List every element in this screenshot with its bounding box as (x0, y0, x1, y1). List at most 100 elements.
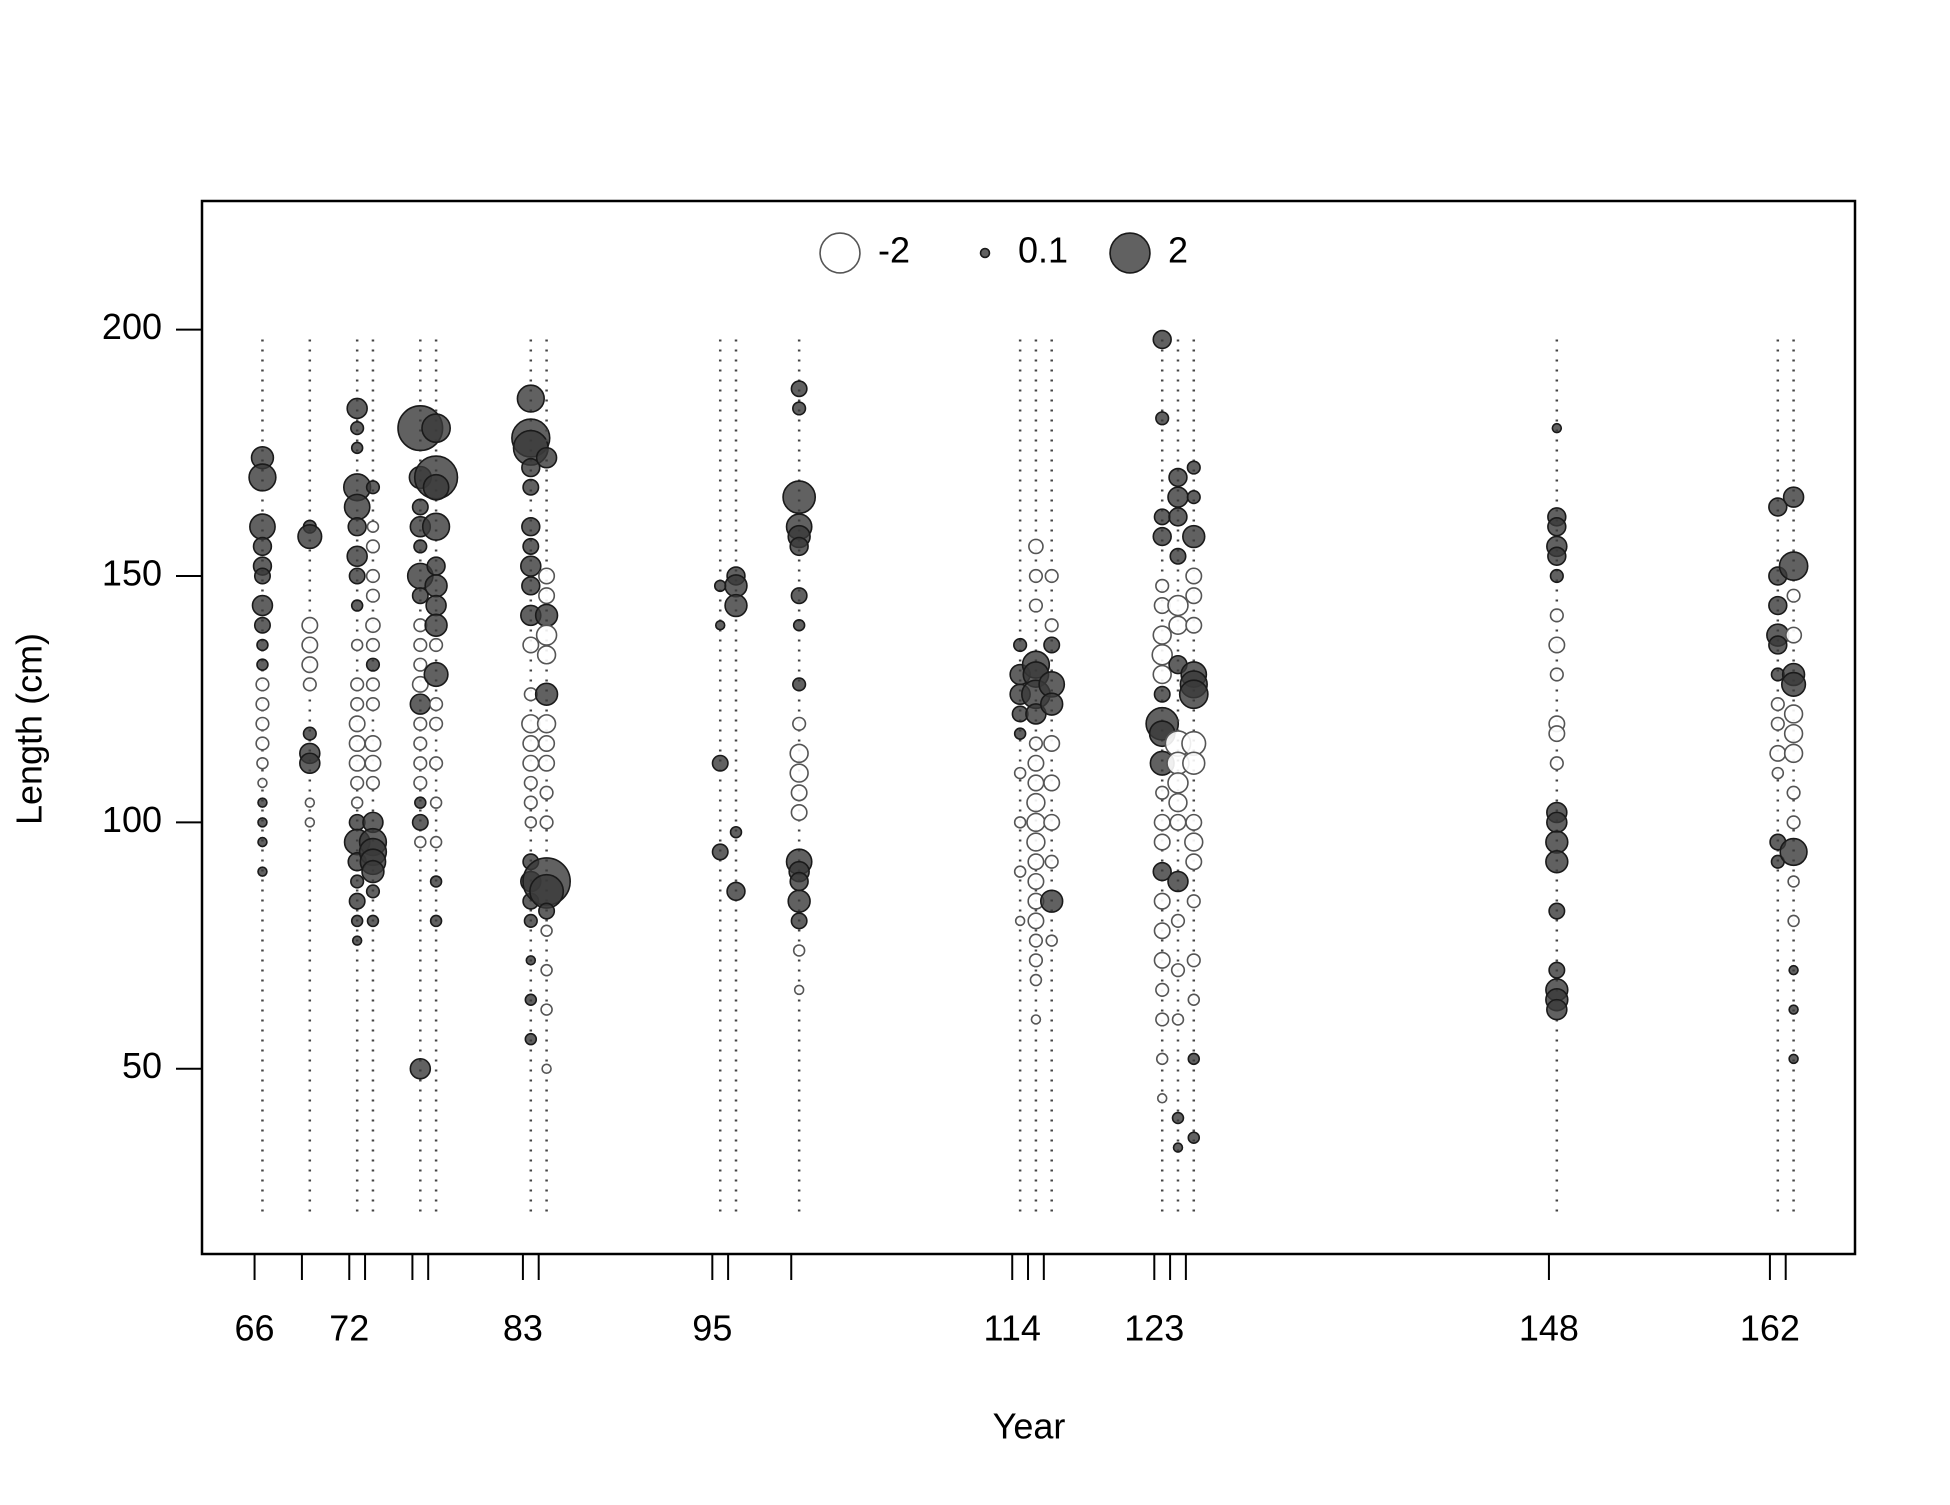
residual-bubble (1182, 751, 1206, 775)
y-tick-label: 150 (102, 552, 162, 593)
residual-bubble (524, 816, 538, 829)
residual-bubble (792, 401, 807, 416)
residual-bubble (1153, 951, 1171, 969)
residual-bubble (1169, 547, 1187, 565)
residual-bubble (1783, 704, 1804, 724)
residual-bubble (1153, 833, 1171, 851)
residual-bubble (365, 657, 381, 672)
residual-bubble (726, 881, 746, 902)
residual-bubble (413, 775, 428, 791)
residual-bubble (302, 726, 317, 741)
residual-bubble (1782, 486, 1805, 508)
residual-bubble (1779, 837, 1808, 867)
residual-bubble (366, 914, 380, 928)
residual-bubble (535, 446, 558, 469)
residual-bubble (1013, 766, 1027, 780)
residual-bubble (1045, 934, 1058, 947)
residual-bubble (366, 520, 380, 533)
residual-bubble (299, 752, 321, 774)
residual-bubble (1028, 538, 1044, 555)
residual-bubble (1026, 792, 1046, 813)
residual-bubble (1548, 725, 1566, 743)
residual-bubble (1547, 516, 1567, 537)
legend-label: -2 (878, 230, 910, 271)
residual-bubble (414, 835, 427, 849)
residual-bubble (347, 516, 367, 537)
residual-bubble (1168, 507, 1188, 527)
residual-bubble (413, 736, 428, 751)
residual-bubble (1153, 892, 1171, 910)
residual-bubble (541, 1063, 552, 1074)
residual-bubble (1044, 618, 1059, 633)
x-tick-label: 162 (1740, 1308, 1800, 1349)
residual-bubble (413, 716, 428, 731)
residual-bubble (1186, 460, 1201, 475)
residual-bubble (1167, 486, 1189, 508)
residual-bubble (1549, 756, 1564, 771)
residual-bubble (1028, 933, 1044, 948)
residual-bubble (1027, 872, 1045, 891)
residual-bubble (790, 912, 808, 930)
residual-bubble (1187, 993, 1201, 1007)
residual-bubble (1184, 832, 1204, 852)
residual-bubble (540, 963, 553, 977)
residual-bubble (302, 677, 317, 692)
residual-bubble (257, 797, 268, 808)
residual-bubble (790, 803, 808, 822)
residual-bubble (256, 756, 269, 770)
residual-bubble (539, 785, 554, 800)
residual-bubble (1043, 813, 1061, 831)
residual-bubble (297, 523, 323, 550)
residual-bubble (1013, 816, 1027, 829)
residual-bubble (1787, 875, 1800, 888)
residual-bubble (522, 478, 540, 496)
residual-bubble (257, 777, 268, 789)
residual-bubble (1768, 635, 1788, 655)
residual-bubble (365, 696, 381, 712)
residual-bubble (365, 568, 381, 584)
residual-bubble (1029, 973, 1043, 987)
residual-bubble (365, 884, 381, 899)
residual-bubble (792, 677, 807, 692)
legend-symbol (819, 232, 861, 274)
y-tick-label: 100 (102, 799, 162, 840)
residual-bubble (424, 613, 448, 637)
residual-bubble (350, 441, 364, 455)
residual-bubble (1167, 870, 1189, 893)
residual-bubble (421, 512, 451, 541)
residual-bubble (364, 754, 382, 772)
x-axis-label: Year (993, 1406, 1066, 1447)
residual-bubble (1787, 914, 1800, 928)
residual-bubble (1548, 961, 1566, 979)
residual-bubble (1028, 568, 1044, 584)
residual-bubble (350, 796, 364, 809)
residual-bubble (429, 914, 443, 928)
residual-bubble (1186, 490, 1201, 505)
residual-bubble (523, 913, 538, 929)
residual-bubble (522, 537, 540, 555)
residual-bubble (1155, 785, 1170, 800)
residual-bubble (255, 696, 270, 712)
x-tick-label: 72 (329, 1308, 369, 1349)
residual-bubble (789, 743, 809, 764)
residual-bubble (1151, 644, 1173, 666)
legend-symbol (1109, 232, 1151, 274)
residual-bubble (428, 696, 444, 712)
residual-bubble (1043, 734, 1061, 753)
residual-bubble (522, 636, 540, 654)
residual-bubble (789, 763, 809, 783)
residual-bubble (304, 817, 316, 828)
residual-bubble (1788, 1004, 1799, 1015)
residual-bubble (1768, 595, 1788, 616)
residual-bubble (1027, 912, 1045, 930)
residual-bubble (1152, 329, 1172, 350)
residual-bubble (1168, 467, 1188, 488)
residual-bubble (1155, 1052, 1169, 1066)
residual-bubble (525, 955, 537, 966)
residual-bubble (790, 587, 808, 605)
residual-bubble (534, 603, 559, 628)
residual-bubble (539, 815, 554, 830)
residual-bubble (1769, 744, 1787, 762)
